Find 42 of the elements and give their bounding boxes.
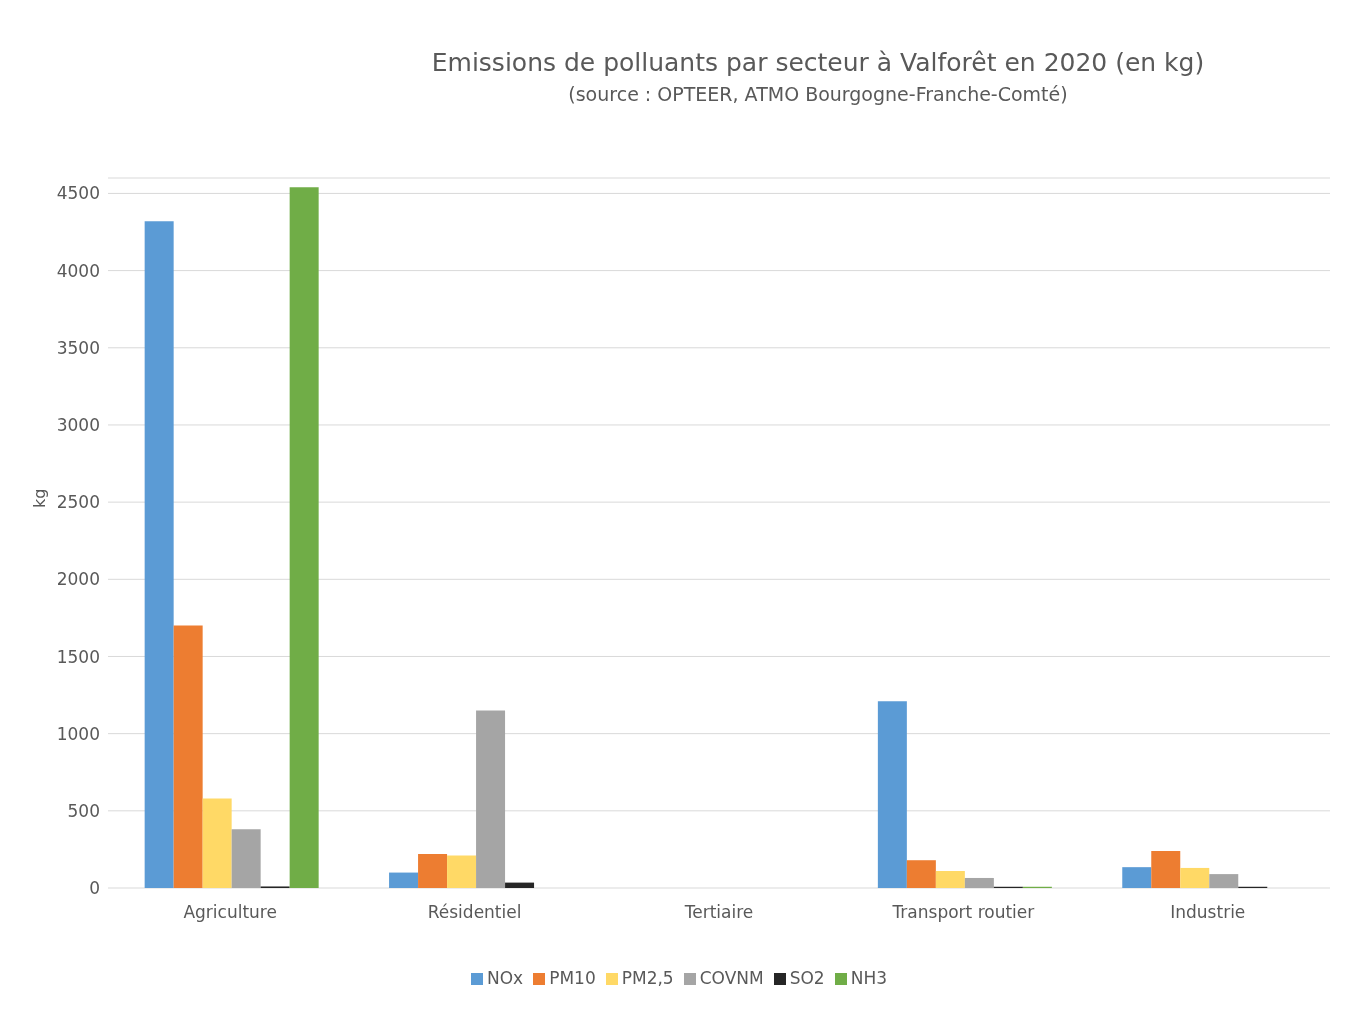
bar [289, 187, 319, 888]
bar [447, 855, 477, 888]
x-tick-label: Transport routier [891, 902, 1035, 923]
bar [877, 701, 907, 888]
chart-subtitle: (source : OPTEER, ATMO Bourgogne-Franche-Comté) [567, 83, 1069, 105]
legend-label: NH3 [850, 968, 887, 988]
bar [389, 872, 419, 888]
y-tick-label: 3500 [56, 337, 100, 358]
chart-title: Emissions de polluants par secteur à Valforêt en 2020 (en kg) [430, 48, 1206, 77]
bar [173, 625, 203, 888]
y-axis-title: kg [30, 488, 49, 508]
y-tick-label: 1500 [56, 646, 100, 667]
y-tick-label: 2500 [56, 492, 100, 513]
y-tick-label: 2000 [56, 569, 100, 590]
bar [1180, 867, 1210, 888]
x-tick-label: Industrie [1170, 902, 1246, 923]
legend-label: PM10 [549, 968, 596, 988]
bar [418, 854, 448, 888]
bar [1122, 867, 1152, 888]
legend-label: NOx [487, 968, 524, 988]
bar [906, 860, 936, 888]
bar [935, 871, 965, 888]
bar [964, 877, 994, 888]
bar [231, 829, 261, 888]
y-tick-label: 500 [67, 800, 100, 821]
x-tick-label: Tertiaire [683, 902, 754, 923]
bar [505, 882, 535, 888]
x-tick-label: Agriculture [183, 902, 277, 923]
legend-label: PM2,5 [621, 968, 674, 988]
legend-label: COVNM [699, 968, 764, 988]
bar [1151, 850, 1181, 888]
legend-label: SO2 [789, 968, 825, 988]
y-tick-label: 0 [89, 878, 100, 899]
bar [144, 221, 174, 888]
y-tick-label: 3000 [56, 414, 100, 435]
bar [476, 710, 506, 888]
y-tick-label: 4000 [56, 260, 100, 281]
y-tick-label: 1000 [56, 723, 100, 744]
x-tick-label: Résidentiel [427, 902, 522, 923]
y-tick-label: 4500 [56, 183, 100, 204]
bar [1209, 874, 1239, 888]
bar [202, 798, 232, 888]
